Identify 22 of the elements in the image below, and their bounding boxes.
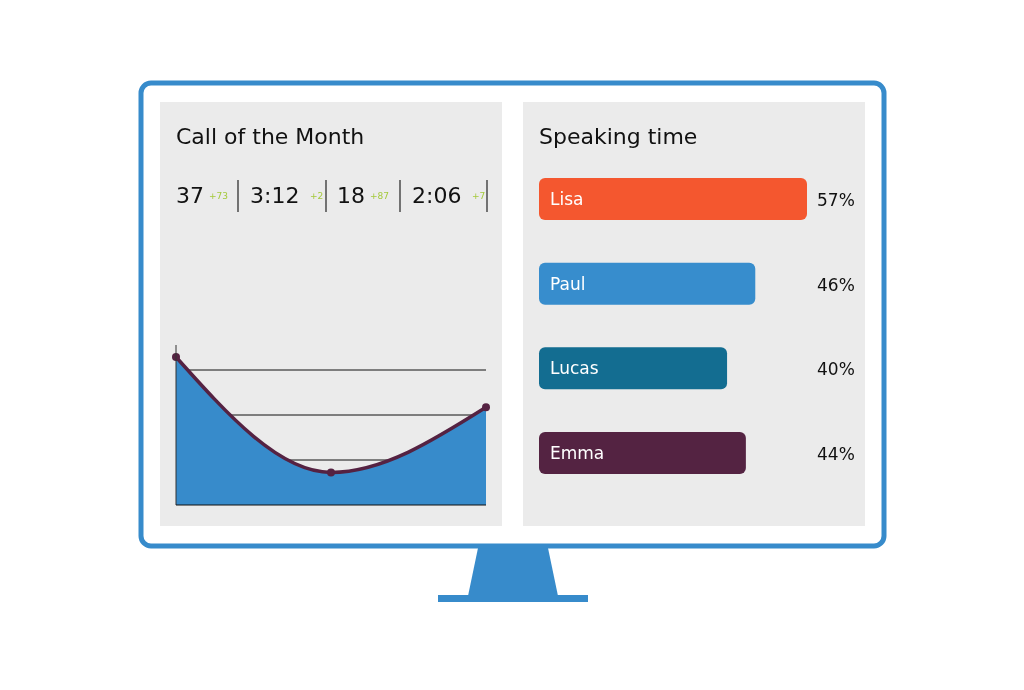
text: 3:12 [250,183,300,208]
y-tick-label: Lucas [550,358,599,379]
text: +87 [370,191,389,201]
chart-title: Speaking time [539,124,698,149]
data-label: 46% [817,274,855,295]
y-tick-label: Emma [550,443,605,463]
text: +2 [310,191,324,201]
text: 18 [337,183,365,208]
bar [539,432,746,474]
y-tick-label: Lisa [550,189,584,209]
data-label: 40% [817,359,855,380]
text: Call of the Month [176,124,365,149]
text: +73 [209,191,228,201]
y-tick-label: Paul [550,273,586,294]
bar [539,178,807,220]
text: +7 [472,191,486,201]
text: 37 [176,183,204,208]
text: 2:06 [412,183,462,208]
bar [539,347,728,390]
data-label: 57% [817,190,855,210]
bar [539,262,756,305]
data-label: 44% [817,444,855,464]
